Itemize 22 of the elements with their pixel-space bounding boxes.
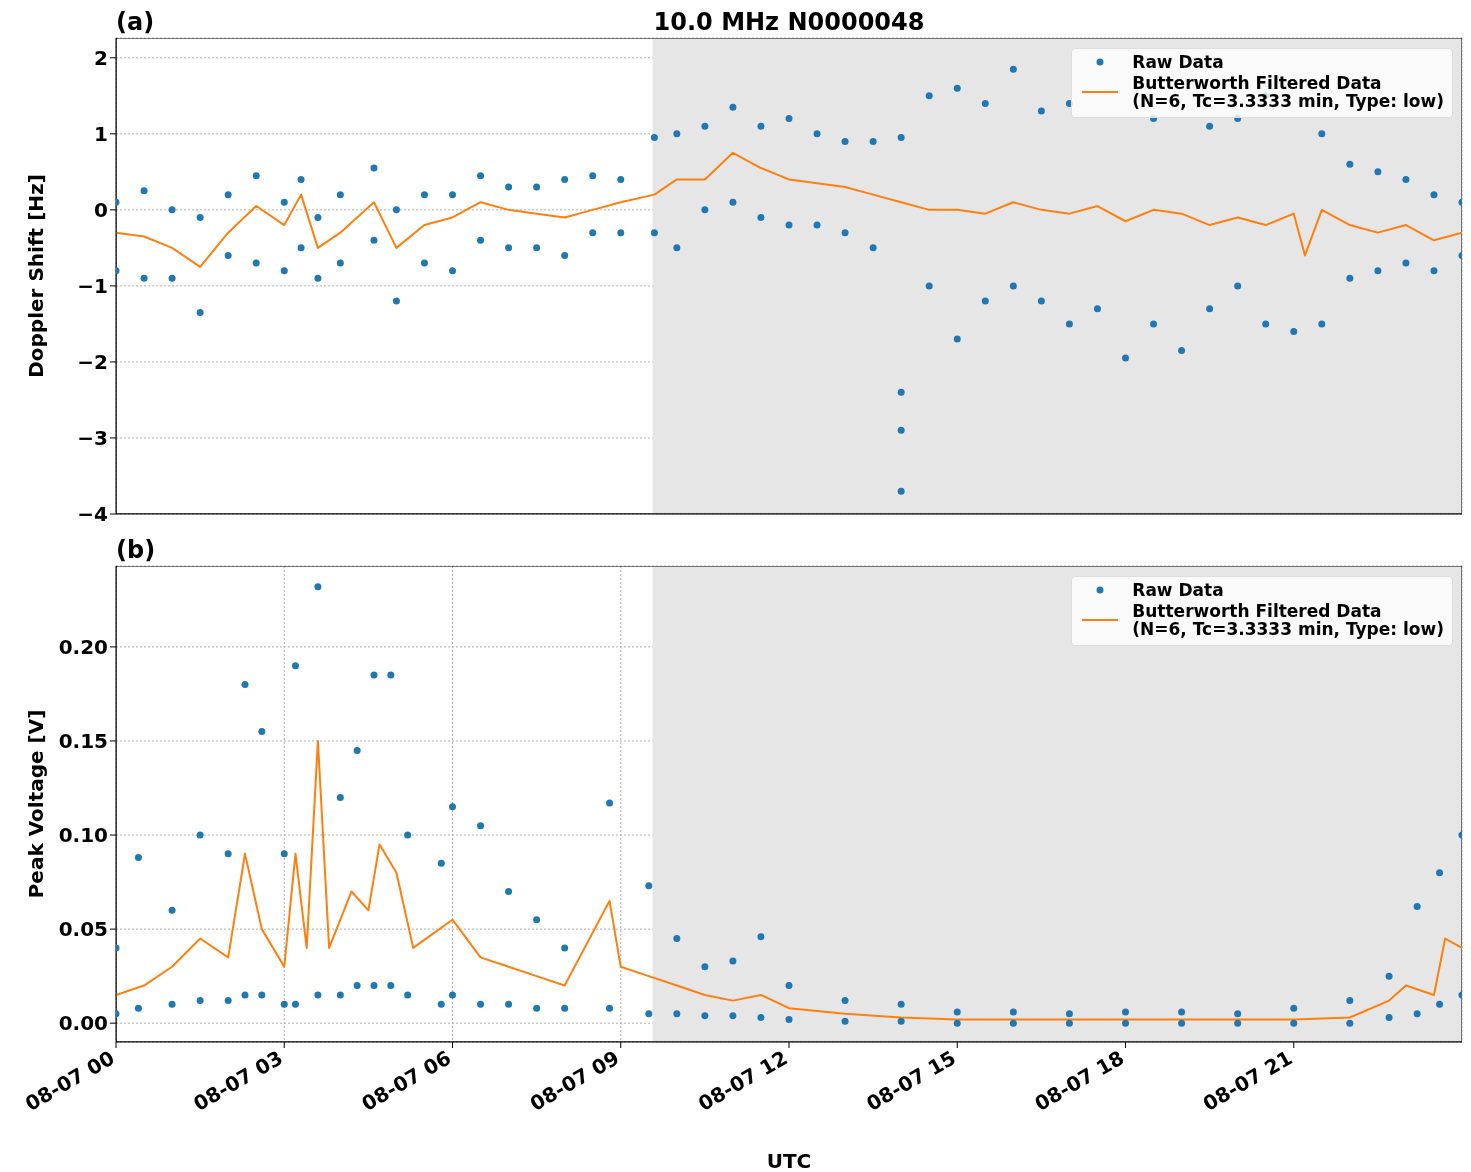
y-tick-label: 0.20 xyxy=(58,635,108,659)
y-axis-title: Doppler Shift [Hz] xyxy=(24,174,49,378)
legend-label: Raw Data xyxy=(1132,52,1224,72)
legend-label: Raw Data xyxy=(1132,580,1224,600)
y-tick-label: −4 xyxy=(77,502,108,527)
y-tick-label: 0.00 xyxy=(58,1011,108,1036)
text: (b) xyxy=(116,536,156,564)
y-tick-label: 0.10 xyxy=(58,823,108,848)
y-tick-label: −1 xyxy=(77,273,108,298)
y-tick-label: 2 xyxy=(94,45,108,70)
chart-title: 10.0 MHz N0000048 xyxy=(653,8,925,36)
text: (a) xyxy=(116,8,155,36)
y-tick-label: 0.15 xyxy=(58,729,108,754)
x-axis-title: UTC xyxy=(766,1149,812,1172)
y-axis-title: Peak Voltage [V] xyxy=(24,709,49,899)
y-tick-label: 1 xyxy=(94,121,108,146)
legend-label: Butterworth Filtered Data (N=6, Tc=3.3333 min, Type: low) xyxy=(1132,600,1444,640)
y-tick-label: −3 xyxy=(77,426,108,451)
legend-label: Butterworth Filtered Data (N=6, Tc=3.3333 min, Type: low) xyxy=(1132,72,1444,112)
y-tick-label: 0.05 xyxy=(58,917,108,942)
y-tick-label: −2 xyxy=(77,350,108,375)
y-tick-label: 0 xyxy=(94,197,108,222)
